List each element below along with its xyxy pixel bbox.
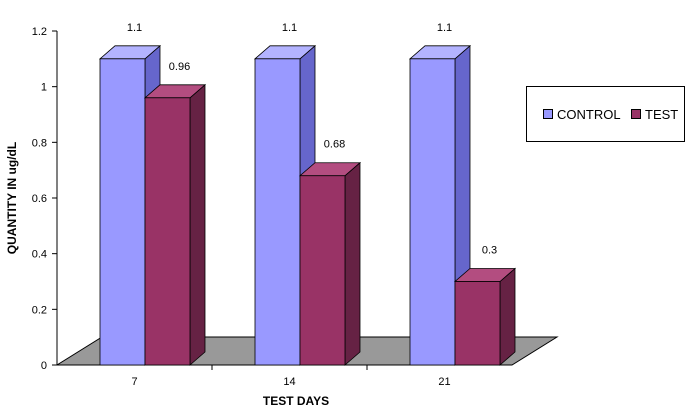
y-tick-label: 0.8 — [32, 137, 47, 149]
legend-label-control: CONTROL — [557, 106, 621, 122]
y-tick-label: 0 — [41, 360, 47, 372]
legend-item-control: CONTROL — [543, 106, 621, 122]
data-label-test-14: 0.68 — [324, 139, 345, 151]
bar-control-21 — [408, 44, 472, 366]
legend-item-test: TEST — [631, 106, 679, 122]
legend-swatch-control — [543, 109, 553, 119]
data-label-control-7: 1.1 — [127, 22, 142, 34]
y-tick-label: 1.2 — [32, 26, 47, 38]
y-tick-label: 0.2 — [32, 304, 47, 316]
bar-test-7 — [143, 83, 207, 366]
y-axis-title: QUANTITY IN ug/dL — [5, 142, 19, 254]
data-label-control-14: 1.1 — [282, 22, 297, 34]
legend: CONTROL TEST — [526, 86, 685, 142]
bar-test-14 — [298, 161, 362, 366]
x-tick-label: 14 — [283, 376, 295, 388]
data-label-test-7: 0.96 — [169, 61, 190, 73]
x-axis-title: TEST DAYS — [263, 394, 329, 408]
data-label-test-21: 0.3 — [482, 245, 497, 257]
x-tick-label: 7 — [131, 376, 137, 388]
data-label-control-21: 1.1 — [437, 22, 452, 34]
legend-swatch-test — [631, 109, 641, 119]
bar-test-21 — [453, 267, 517, 366]
legend-label-test: TEST — [645, 106, 679, 122]
y-tick-label: 0.4 — [32, 249, 47, 261]
x-tick-label: 21 — [438, 376, 450, 388]
y-tick-label: 0.6 — [32, 193, 47, 205]
y-tick-label: 1 — [41, 82, 47, 94]
